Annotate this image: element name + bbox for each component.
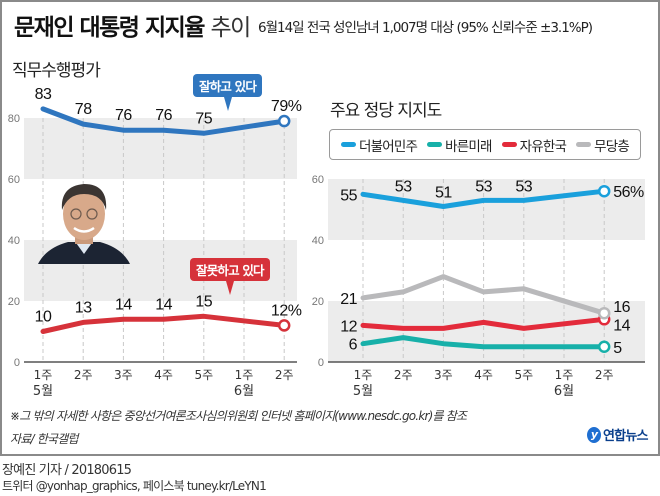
month-label: 6월: [234, 384, 254, 399]
series-line-0: [40, 106, 287, 136]
data-label: 76: [115, 107, 132, 124]
approval-chart-title: 직무수행평가: [12, 61, 101, 81]
data-label: 76: [155, 107, 172, 124]
x-tick-label: 3주: [434, 368, 453, 382]
data-label: 55: [340, 187, 357, 204]
series-line-1: [360, 335, 607, 350]
survey-subtitle: 6월14일 전국 성인남녀 1,007명 대상 (95% 신뢰수준 ±3.1%P…: [258, 20, 593, 36]
series-end-marker: [597, 306, 611, 320]
data-label: 15: [195, 293, 212, 310]
party-chart-title: 주요 정당 지지도: [330, 101, 442, 121]
data-label: 16: [613, 299, 630, 316]
disapprove-callout: 잘못하고 있다: [190, 258, 270, 295]
y-tick-label: 40: [312, 235, 324, 247]
x-tick-label: 4주: [154, 368, 173, 382]
x-tick-label: 1주: [235, 368, 254, 382]
y-tick-label: 20: [312, 296, 324, 308]
x-tick-label: 2주: [394, 368, 413, 382]
data-label: 83: [35, 86, 52, 103]
data-label: 21: [340, 291, 357, 308]
data-label: 79%: [271, 98, 302, 115]
logo-text: 연합뉴스: [603, 429, 648, 444]
infographic-frame: [0, 0, 660, 456]
president-photo: [38, 172, 130, 264]
data-label: 13: [75, 299, 92, 316]
x-tick-label: 1주: [354, 368, 373, 382]
data-label: 5: [613, 340, 622, 357]
approve-callout: 잘하고 있다: [193, 74, 263, 111]
data-label: 51: [435, 184, 452, 201]
legend-label: 바른미래: [445, 138, 492, 155]
data-source: 자료/ 한국갤럽: [10, 432, 78, 446]
title-suffix: 추이: [210, 15, 251, 41]
legend-label: 무당층: [594, 138, 630, 155]
legend-item-bareun: 바른미래: [427, 135, 492, 155]
social-links: 트위터 @yonhap_graphics, 페이스북 tuney.kr/LeYN…: [2, 479, 267, 493]
y-tick-label: 80: [8, 113, 20, 125]
y-tick-label: 20: [8, 296, 20, 308]
x-tick-label: 1주: [34, 368, 53, 382]
data-label: 12%: [271, 302, 302, 319]
y-tick-label: 0: [14, 357, 20, 369]
legend-swatch: [501, 142, 517, 147]
legend-swatch: [341, 142, 356, 147]
y-tick-label: 0: [318, 357, 324, 369]
data-label: 56%: [613, 184, 644, 201]
x-tick-label: 3주: [114, 368, 133, 382]
y-tick-label: 60: [8, 174, 20, 186]
byline: 장예진 기자 / 20180615: [2, 463, 132, 478]
series-end-marker: [277, 114, 291, 128]
title-main: 문재인 대통령 지지율: [14, 15, 205, 41]
data-label: 14: [155, 296, 172, 313]
data-label: 53: [515, 178, 532, 195]
x-tick-label: 5주: [194, 368, 213, 382]
y-tick-label: 40: [8, 235, 20, 247]
y-tick-label: 60: [312, 174, 324, 186]
x-tick-label: 4주: [474, 368, 493, 382]
legend-label: 자유한국: [519, 138, 567, 155]
x-tick-label: 5주: [514, 368, 533, 382]
month-label: 5월: [353, 384, 373, 399]
series-end-marker: [277, 319, 291, 332]
series-line-3: [360, 274, 607, 316]
data-label: 12: [340, 318, 357, 335]
legend-swatch: [576, 142, 592, 147]
x-tick-label: 2주: [595, 368, 614, 382]
data-label: 53: [475, 178, 492, 195]
party-legend: 더불어민주 바른미래 자유한국 무당층: [329, 129, 641, 160]
data-label: 53: [395, 178, 412, 195]
yonhap-logo: y 연합뉴스: [587, 425, 648, 444]
month-label: 5월: [33, 384, 53, 399]
yonhap-logo-icon: y: [587, 426, 601, 443]
legend-swatch: [427, 142, 443, 147]
series-end-marker: [597, 184, 611, 198]
grid-band: [328, 179, 645, 240]
data-label: 6: [349, 337, 358, 354]
series-line-2: [360, 316, 607, 331]
month-label: 6월: [554, 384, 574, 399]
data-label: 75: [195, 110, 212, 127]
x-tick-label: 2주: [74, 368, 93, 382]
series-line-1: [40, 313, 287, 334]
x-tick-label: 2주: [275, 368, 294, 382]
series-end-marker: [597, 340, 611, 353]
footnote: ※그 밖의 자세한 사항은 중앙선거여론조사심의위원회 인터넷 홈페이지(www…: [10, 409, 467, 423]
legend-item-none: 무당층: [576, 135, 630, 155]
portrait-icon: [38, 184, 130, 264]
legend-item-minjoo: 더불어민주: [341, 135, 418, 155]
data-label: 10: [35, 309, 52, 326]
x-tick-label: 1주: [555, 368, 574, 382]
legend-label: 더불어민주: [359, 138, 418, 155]
page-title: 문재인 대통령 지지율 추이: [14, 8, 251, 42]
data-label: 14: [115, 296, 132, 313]
data-label: 78: [75, 101, 92, 118]
legend-item-jayu: 자유한국: [501, 135, 567, 155]
data-label: 14: [613, 317, 630, 334]
series-line-0: [360, 188, 607, 209]
